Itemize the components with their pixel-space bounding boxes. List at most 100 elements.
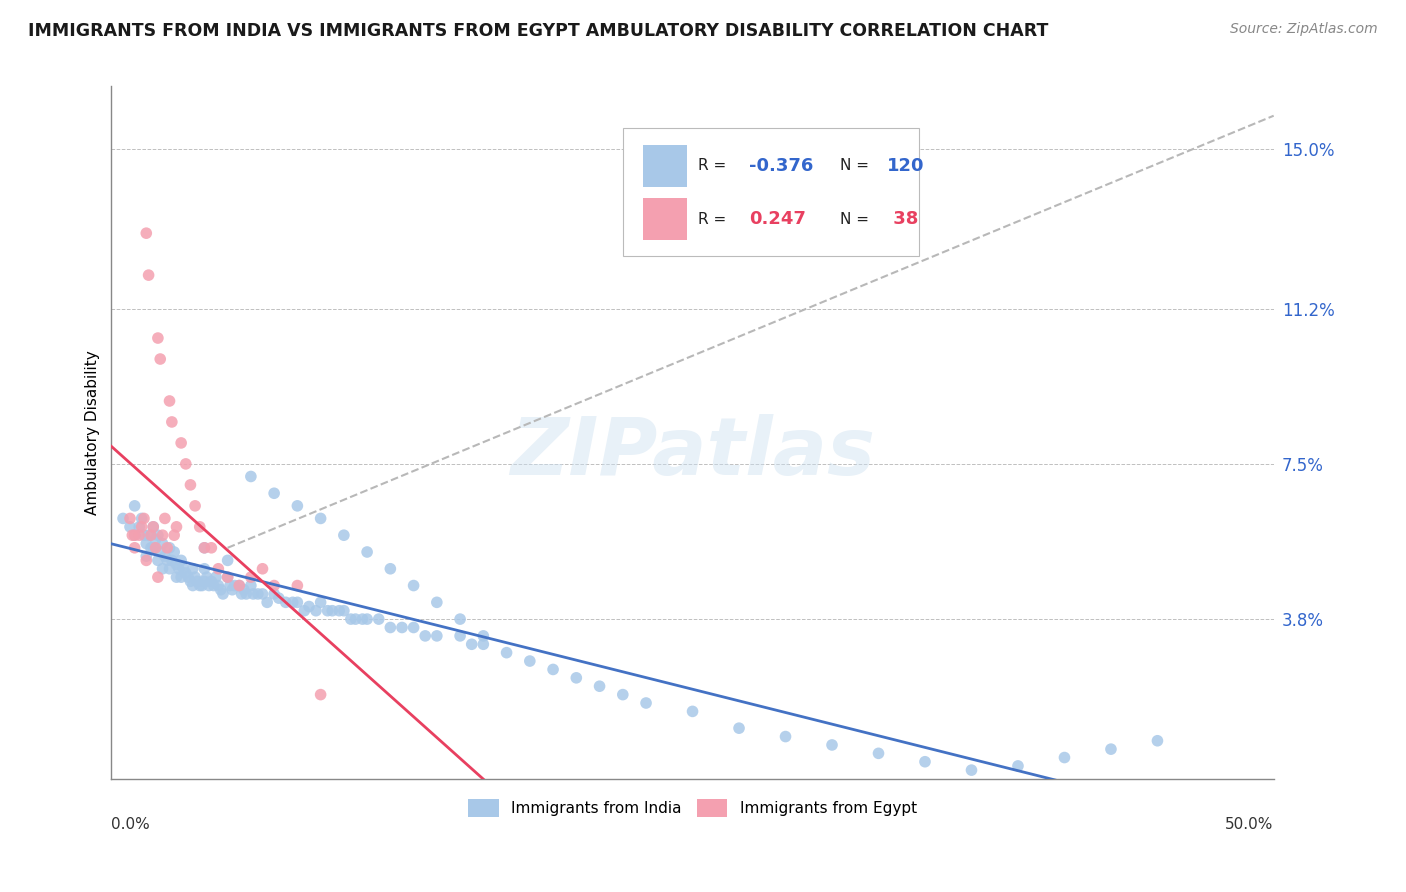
Point xyxy=(188,520,211,534)
Point xyxy=(305,604,328,618)
Point xyxy=(135,553,157,567)
Text: R =: R = xyxy=(699,211,731,227)
Point xyxy=(263,486,285,500)
Text: IMMIGRANTS FROM INDIA VS IMMIGRANTS FROM EGYPT AMBULATORY DISABILITY CORRELATION: IMMIGRANTS FROM INDIA VS IMMIGRANTS FROM… xyxy=(28,22,1049,40)
Point xyxy=(541,662,564,676)
Point xyxy=(402,578,425,592)
Point xyxy=(352,612,374,626)
Point xyxy=(181,562,204,576)
Point xyxy=(184,499,207,513)
Point xyxy=(179,478,201,492)
Point xyxy=(170,553,193,567)
Point xyxy=(356,612,378,626)
Point xyxy=(565,671,588,685)
Point xyxy=(193,541,215,555)
Point xyxy=(184,570,207,584)
Point xyxy=(380,562,402,576)
Point xyxy=(200,541,222,555)
Point xyxy=(142,520,165,534)
Text: 50.0%: 50.0% xyxy=(1225,817,1274,832)
Point xyxy=(149,351,172,366)
Point xyxy=(426,595,449,609)
Point xyxy=(634,696,657,710)
Point xyxy=(228,578,250,592)
Text: Source: ZipAtlas.com: Source: ZipAtlas.com xyxy=(1230,22,1378,37)
Point xyxy=(160,415,183,429)
Point xyxy=(239,578,262,592)
Point xyxy=(235,587,257,601)
Point xyxy=(232,582,254,597)
Point xyxy=(160,553,183,567)
Point xyxy=(449,629,471,643)
Point xyxy=(239,469,262,483)
Point xyxy=(281,595,304,609)
Point xyxy=(242,587,264,601)
Text: N =: N = xyxy=(841,211,875,227)
Point xyxy=(217,553,239,567)
Point xyxy=(195,570,218,584)
Point xyxy=(340,612,363,626)
Point xyxy=(145,533,167,547)
Point xyxy=(159,562,181,576)
Point xyxy=(191,578,214,592)
FancyBboxPatch shape xyxy=(623,128,920,256)
Text: 120: 120 xyxy=(887,157,924,175)
Point xyxy=(333,604,356,618)
Point xyxy=(309,595,332,609)
Text: 0.247: 0.247 xyxy=(749,211,807,228)
Point xyxy=(391,620,413,634)
Point xyxy=(135,226,157,240)
Point xyxy=(193,574,215,589)
Point xyxy=(181,578,204,592)
Point xyxy=(914,755,936,769)
Point xyxy=(166,520,188,534)
Point xyxy=(177,570,200,584)
Point xyxy=(121,528,143,542)
Point xyxy=(135,536,157,550)
Text: ZIPatlas: ZIPatlas xyxy=(510,414,875,492)
Point xyxy=(356,545,378,559)
Point xyxy=(153,549,176,564)
Point xyxy=(170,570,193,584)
Text: -0.376: -0.376 xyxy=(749,157,814,175)
Text: N =: N = xyxy=(841,159,875,173)
FancyBboxPatch shape xyxy=(643,199,686,240)
Point xyxy=(142,520,165,534)
Point xyxy=(298,599,321,614)
Point xyxy=(960,763,983,777)
Point xyxy=(344,612,367,626)
Point xyxy=(263,578,285,592)
Point xyxy=(292,604,315,618)
Point xyxy=(519,654,541,668)
Point xyxy=(128,528,150,542)
Point xyxy=(174,566,197,580)
Point xyxy=(821,738,844,752)
Point xyxy=(228,578,250,592)
Point xyxy=(287,578,309,592)
Point xyxy=(252,587,274,601)
Point xyxy=(380,620,402,634)
Point xyxy=(188,578,211,592)
Point xyxy=(682,705,704,719)
Point xyxy=(472,629,495,643)
Point xyxy=(153,511,176,525)
Point xyxy=(274,595,297,609)
Point xyxy=(202,578,225,592)
Point xyxy=(152,536,174,550)
Point xyxy=(209,582,232,597)
Point xyxy=(612,688,634,702)
Point xyxy=(139,528,162,542)
Point xyxy=(402,620,425,634)
Point xyxy=(138,528,160,542)
Point xyxy=(461,637,484,651)
Point xyxy=(217,570,239,584)
Point xyxy=(193,541,215,555)
Point xyxy=(449,612,471,626)
Point xyxy=(1053,750,1076,764)
Point xyxy=(118,520,141,534)
Point xyxy=(231,587,253,601)
Text: 38: 38 xyxy=(887,211,918,228)
Point xyxy=(128,520,150,534)
Point xyxy=(200,574,222,589)
Y-axis label: Ambulatory Disability: Ambulatory Disability xyxy=(86,350,100,515)
